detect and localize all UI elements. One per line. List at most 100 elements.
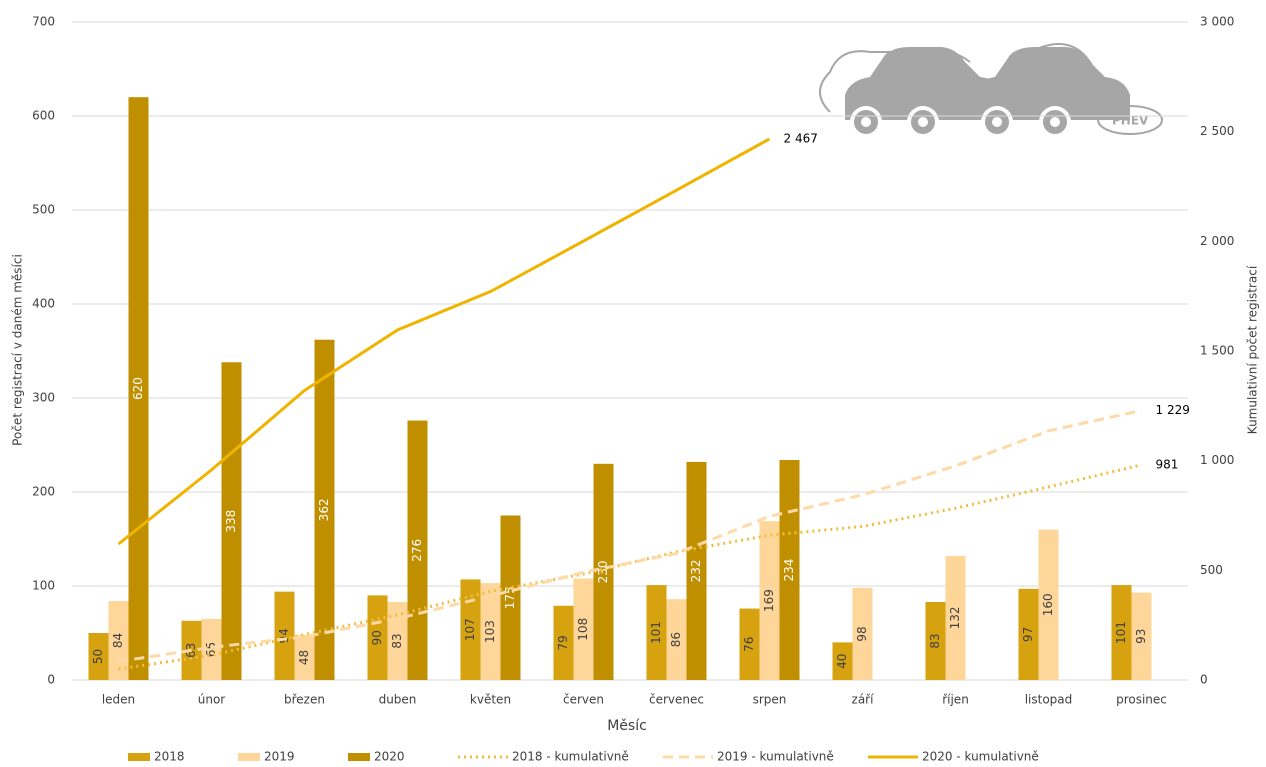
- y-tick-label: 500: [32, 203, 55, 217]
- line-end-label: 981: [1156, 457, 1179, 471]
- car-illustration: [819, 43, 1163, 138]
- line: [118, 408, 1142, 664]
- y-tick-label: 0: [47, 673, 55, 687]
- bar: [945, 555, 966, 680]
- line: [118, 463, 1142, 671]
- y-tick-label: 600: [32, 109, 55, 123]
- bar: [314, 339, 335, 680]
- bar-value-label: 132: [948, 607, 962, 630]
- bar: [1018, 588, 1039, 680]
- bev-label: BEV: [915, 49, 942, 63]
- bar: [387, 601, 408, 680]
- bar: [593, 463, 614, 680]
- bar-value-label: 93: [1134, 629, 1148, 644]
- phev-label: PHEV: [1112, 114, 1149, 128]
- y2-tick-label: 500: [1200, 563, 1223, 577]
- y-tick-label: 100: [32, 579, 55, 593]
- bar: [666, 599, 687, 680]
- legend-label: 2019 - kumulativně: [717, 750, 834, 764]
- bar: [739, 608, 760, 680]
- x-tick-label: září: [852, 693, 875, 707]
- x-tick-label: listopad: [1025, 693, 1073, 707]
- bar: [367, 595, 388, 680]
- bar: [759, 521, 780, 680]
- legend-swatch: [238, 753, 260, 761]
- bar: [274, 591, 295, 680]
- x-axis-title: Měsíc: [607, 718, 647, 734]
- bar-value-label: 83: [928, 633, 942, 648]
- y2-axis-title: Kumulativní počet registrací: [1246, 265, 1260, 434]
- bar-value-label: 169: [762, 589, 776, 612]
- legend-swatch: [128, 753, 150, 761]
- bar: [1038, 529, 1059, 680]
- bar: [88, 633, 109, 680]
- bar-value-label: 48: [297, 650, 311, 665]
- bar: [852, 587, 873, 680]
- bar-value-label: 79: [556, 635, 570, 650]
- y-tick-label: 700: [32, 15, 55, 29]
- bar-value-label: 103: [483, 620, 497, 643]
- bar: [1111, 585, 1132, 680]
- bar-value-label: 97: [1021, 627, 1035, 642]
- x-tick-label: duben: [379, 693, 417, 707]
- bar: [1131, 592, 1152, 680]
- legend-label: 2020: [374, 750, 405, 764]
- x-tick-label: březen: [284, 693, 325, 707]
- bar-value-label: 101: [649, 621, 663, 644]
- bar-value-label: 76: [742, 637, 756, 652]
- bar-value-label: 83: [390, 633, 404, 648]
- y2-tick-label: 1 000: [1200, 453, 1234, 467]
- y2-tick-label: 2 500: [1200, 124, 1234, 138]
- legend-swatch: [348, 753, 370, 761]
- line-end-label: 2 467: [784, 131, 818, 145]
- bar-value-label: 86: [669, 632, 683, 647]
- y-tick-label: 400: [32, 297, 55, 311]
- x-tick-label: červenec: [649, 693, 704, 707]
- bar-value-label: 90: [370, 630, 384, 645]
- y-tick-label: 300: [32, 391, 55, 405]
- legend-label: 2020 - kumulativně: [922, 750, 1039, 764]
- line: [117, 137, 771, 546]
- bar-value-label: 84: [111, 633, 125, 648]
- bar-value-label: 230: [596, 560, 610, 583]
- x-tick-label: srpen: [753, 693, 787, 707]
- bar: [201, 618, 222, 680]
- bar: [925, 601, 946, 680]
- y-tick-label: 200: [32, 485, 55, 499]
- bar-value-label: 160: [1041, 593, 1055, 616]
- y2-tick-label: 1 500: [1200, 344, 1234, 358]
- bar-value-label: 50: [91, 649, 105, 664]
- line-end-label: 1 229: [1156, 403, 1190, 417]
- y2-tick-label: 2 000: [1200, 234, 1234, 248]
- x-tick-label: prosinec: [1116, 693, 1167, 707]
- bar-value-label: 234: [782, 559, 796, 582]
- bar: [646, 585, 667, 680]
- bar-value-label: 98: [855, 626, 869, 641]
- legend-label: 2019: [264, 750, 295, 764]
- bar: [686, 461, 707, 680]
- bar-value-label: 108: [576, 618, 590, 641]
- bar-value-label: 338: [224, 510, 238, 533]
- bar: [480, 583, 501, 680]
- x-tick-label: únor: [198, 693, 226, 707]
- legend-label: 2018: [154, 750, 185, 764]
- bar-value-label: 175: [503, 586, 517, 609]
- bar: [221, 362, 242, 680]
- y-axis-title: Počet registrací v daném měsíci: [11, 254, 25, 446]
- bar: [573, 578, 594, 680]
- bar: [128, 97, 149, 680]
- bar-value-label: 276: [410, 539, 424, 562]
- bar-value-label: 232: [689, 560, 703, 583]
- bar: [294, 634, 315, 680]
- bar: [779, 460, 800, 680]
- bar: [460, 579, 481, 680]
- bar-value-label: 362: [317, 498, 331, 521]
- x-tick-label: květen: [470, 693, 511, 707]
- bar: [553, 605, 574, 680]
- y2-tick-label: 3 000: [1200, 15, 1234, 29]
- bar-value-label: 107: [463, 618, 477, 641]
- bar-value-label: 620: [131, 377, 145, 400]
- bar: [832, 642, 853, 680]
- bar-value-label: 40: [835, 654, 849, 669]
